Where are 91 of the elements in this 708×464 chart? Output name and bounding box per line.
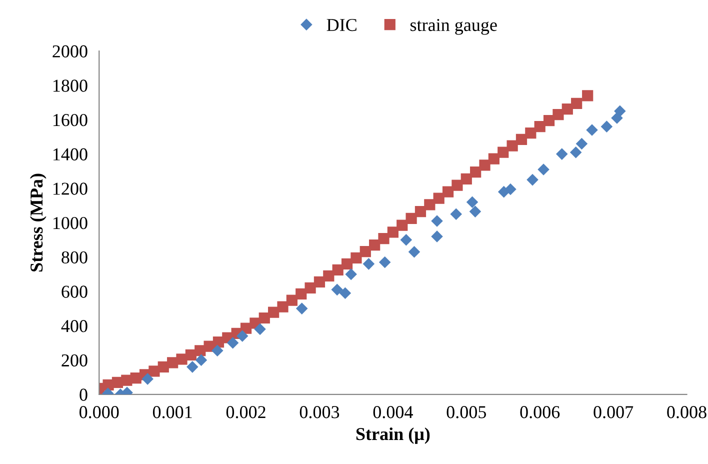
point [363, 258, 374, 270]
point [332, 284, 343, 296]
point [460, 173, 472, 184]
y-axis-title: Stress (MPa) [30, 174, 46, 272]
point [400, 234, 412, 246]
point [543, 115, 555, 126]
point [534, 121, 546, 132]
point [176, 354, 188, 365]
point [387, 226, 398, 238]
point [479, 160, 490, 171]
point [148, 366, 160, 377]
point [431, 230, 443, 242]
point [414, 206, 426, 218]
point [614, 106, 626, 117]
x-tick-label: 0.005 [446, 406, 486, 418]
point [142, 373, 154, 385]
point [452, 180, 463, 191]
point [332, 264, 344, 276]
point [314, 276, 326, 288]
y-tick-label: 600 [62, 286, 88, 298]
point [268, 306, 280, 318]
x-tick-label: 0.002 [226, 406, 266, 418]
point [378, 232, 390, 244]
point [525, 128, 536, 139]
legend-label: DIC [326, 18, 356, 32]
point [504, 184, 516, 195]
y-tick-label: 200 [62, 354, 88, 367]
point [571, 98, 582, 109]
point [186, 361, 198, 373]
y-tick-label: 1800 [53, 80, 88, 92]
point [552, 109, 564, 120]
point [470, 166, 482, 178]
point [360, 246, 371, 258]
y-tick-label: 1200 [53, 182, 88, 195]
point [277, 301, 288, 312]
point [254, 324, 266, 335]
point [369, 239, 380, 251]
x-tick-label: 0.000 [79, 406, 119, 418]
point [340, 288, 351, 299]
x-axis-title: Strain (μ) [356, 427, 430, 444]
point [424, 199, 436, 210]
point [379, 256, 390, 268]
point [586, 124, 598, 136]
point [296, 288, 307, 300]
point [341, 258, 353, 270]
point [296, 302, 308, 314]
x-tick-label: 0.003 [300, 406, 340, 418]
point [570, 146, 582, 158]
y-tick-label: 1400 [53, 148, 88, 160]
point [526, 174, 538, 186]
y-tick-label: 1600 [53, 114, 88, 126]
point [196, 354, 207, 366]
point [433, 192, 444, 204]
point [227, 337, 238, 348]
y-tick-label: 1000 [53, 216, 88, 230]
point [488, 153, 500, 164]
point [236, 330, 248, 342]
x-tick-label: 0.008 [667, 406, 706, 418]
y-tick-label: 2000 [52, 45, 88, 58]
point [516, 134, 528, 146]
y-tick-label: 400 [61, 320, 88, 332]
point [466, 196, 478, 208]
point [345, 268, 357, 280]
point [304, 282, 316, 294]
point [556, 148, 568, 160]
point [258, 312, 270, 324]
point [442, 186, 454, 198]
point [323, 270, 334, 282]
point [286, 294, 298, 306]
point [450, 208, 462, 220]
point [396, 220, 408, 231]
point [470, 206, 481, 218]
point [406, 212, 417, 224]
x-tick-label: 0.006 [520, 406, 560, 418]
point [582, 90, 594, 102]
point [562, 104, 573, 115]
x-tick-label: 0.007 [594, 406, 634, 418]
point [212, 345, 223, 356]
point [506, 140, 518, 152]
point [408, 246, 420, 258]
point [350, 252, 362, 264]
point [601, 120, 612, 132]
y-tick-label: 0 [80, 388, 88, 401]
y-tick-label: 800 [62, 251, 88, 264]
legend-label: strain gauge [410, 18, 497, 35]
x-tick-label: 0.004 [373, 406, 413, 418]
point [498, 146, 509, 158]
point [431, 215, 443, 227]
x-tick-label: 0.001 [152, 406, 192, 418]
point [576, 138, 588, 150]
point [538, 164, 550, 176]
